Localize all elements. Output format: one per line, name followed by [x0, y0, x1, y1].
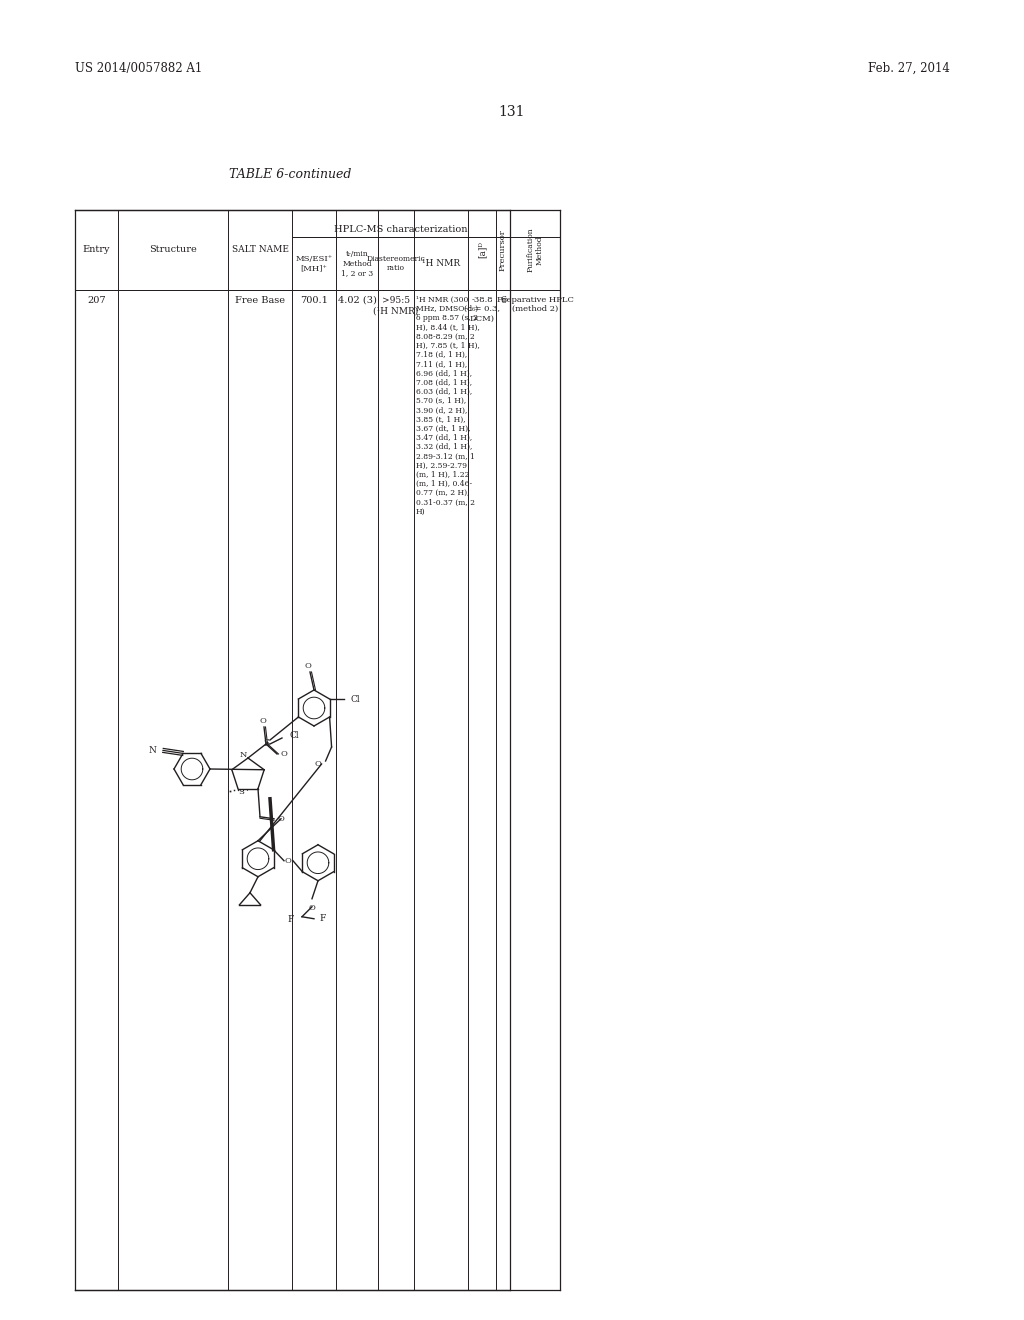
Text: O: O	[278, 814, 285, 822]
Text: Feb. 27, 2014: Feb. 27, 2014	[868, 62, 950, 75]
Text: F: F	[288, 915, 294, 924]
Text: O: O	[281, 750, 288, 758]
Text: [a]ᴰ: [a]ᴰ	[477, 242, 486, 259]
Text: MS/ESI⁺
[MH]⁺: MS/ESI⁺ [MH]⁺	[296, 255, 333, 272]
Text: F: F	[319, 915, 326, 923]
Text: 6: 6	[500, 296, 506, 305]
Text: >95:5
(¹H NMR): >95:5 (¹H NMR)	[374, 296, 419, 315]
Text: Structure: Structure	[150, 246, 197, 255]
Text: ¹H NMR (300
MHz, DMSO-d₆)
δ ppm 8.57 (s, 2
H), 8.44 (t, 1 H),
8.08-8.29 (m, 2
H): ¹H NMR (300 MHz, DMSO-d₆) δ ppm 8.57 (s,…	[416, 296, 480, 516]
Text: 207: 207	[87, 296, 105, 305]
Text: 131: 131	[499, 106, 525, 119]
Text: O: O	[304, 663, 311, 671]
Text: 4.02 (3): 4.02 (3)	[338, 296, 377, 305]
Text: Preparative HPLC
(method 2): Preparative HPLC (method 2)	[497, 296, 573, 313]
Text: Purification
Method: Purification Method	[526, 227, 544, 272]
Text: HPLC-MS characterization: HPLC-MS characterization	[334, 224, 468, 234]
Text: 700.1: 700.1	[300, 296, 328, 305]
Text: US 2014/0057882 A1: US 2014/0057882 A1	[75, 62, 203, 75]
Text: SALT NAME: SALT NAME	[231, 246, 289, 255]
Text: -38.8
(c = 0.3,
DCM): -38.8 (c = 0.3, DCM)	[464, 296, 500, 322]
Text: Cl: Cl	[350, 694, 360, 704]
Text: S: S	[238, 788, 244, 796]
Text: tᵣ/min
Method
1, 2 or 3: tᵣ/min Method 1, 2 or 3	[341, 251, 373, 277]
Text: O: O	[285, 857, 292, 865]
Text: O: O	[314, 760, 322, 768]
Text: Free Base: Free Base	[234, 296, 285, 305]
Text: TABLE 6-continued: TABLE 6-continued	[228, 168, 351, 181]
Text: Entry: Entry	[83, 246, 111, 255]
Text: Cl: Cl	[290, 731, 300, 741]
Text: ¹H NMR: ¹H NMR	[422, 259, 460, 268]
Text: Diastereomeric
ratio: Diastereomeric ratio	[367, 255, 425, 272]
Text: N: N	[148, 746, 156, 755]
Text: O: O	[308, 904, 315, 912]
Text: O: O	[259, 717, 266, 725]
Text: Precursor: Precursor	[499, 230, 507, 271]
Text: N: N	[240, 751, 247, 759]
Text: S: S	[263, 739, 269, 748]
